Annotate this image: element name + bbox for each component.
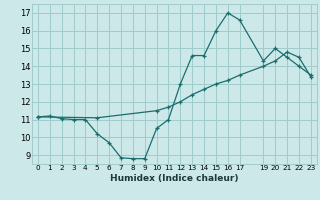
X-axis label: Humidex (Indice chaleur): Humidex (Indice chaleur) [110, 174, 239, 183]
